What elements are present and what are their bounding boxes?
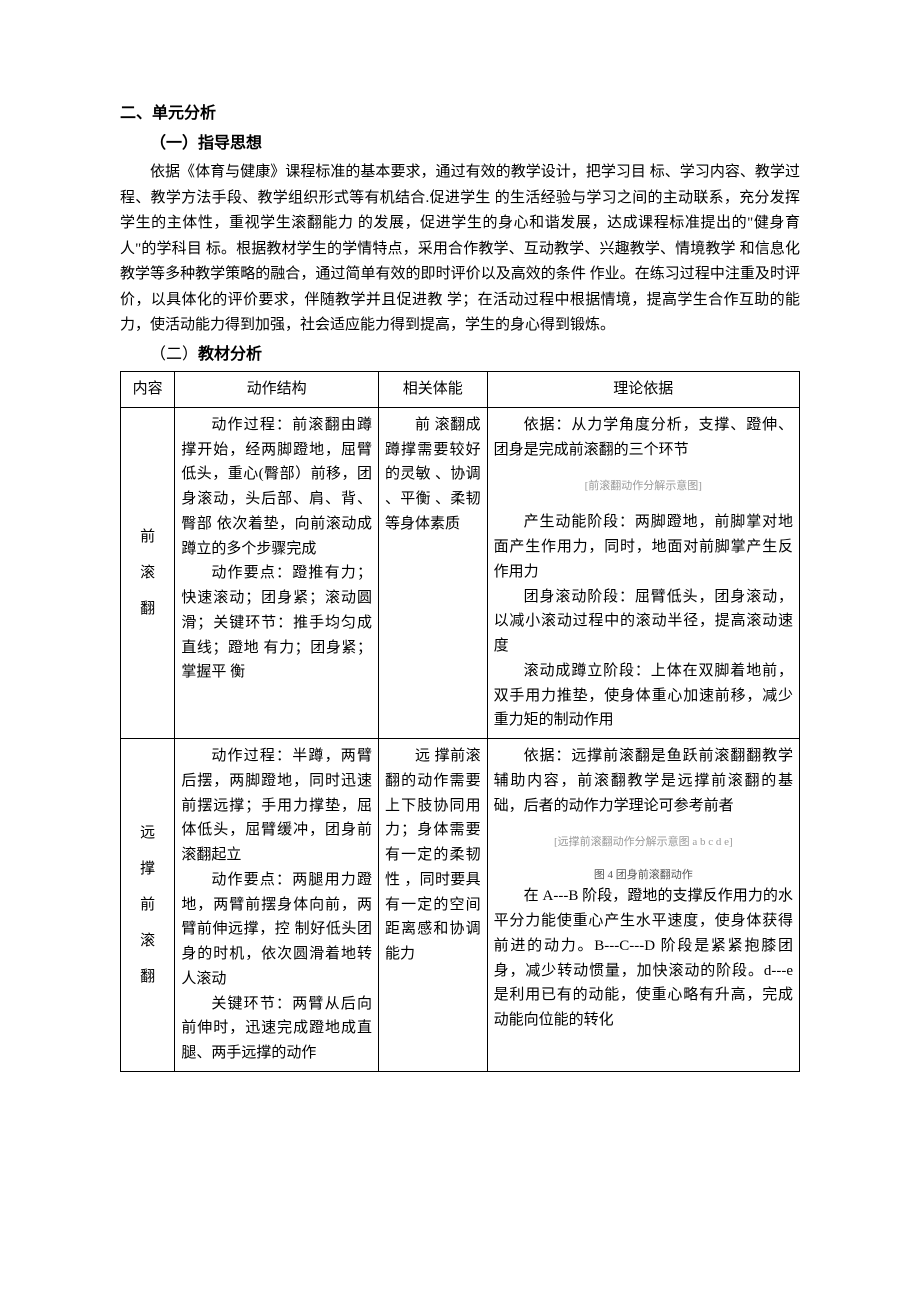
theory-text: 在 A---B 阶段，蹬地的支撑反作用力的水平分力能使重心产生水平速度，使身体获… bbox=[494, 884, 793, 1033]
row1-theory: 依据：从力学角度分析，支撑、蹬伸、团身是完成前滚翻的三个环节 [前滚翻动作分解示… bbox=[487, 407, 799, 738]
section-heading: 二、单元分析 bbox=[120, 100, 800, 127]
structure-text: 动作要点：蹬推有力；快速滚动；团身紧；滚动圆滑；关键环节：推手均匀成直线；蹬地 … bbox=[181, 561, 372, 685]
label-char: 前 bbox=[127, 887, 168, 923]
header-theory: 理论依据 bbox=[487, 372, 799, 408]
row1-fitness: 前 滚翻成蹲撑需要较好的灵敏 、协调 、平衡 、柔韧等身体素质 bbox=[379, 407, 488, 738]
label-char: 滚 bbox=[127, 923, 168, 959]
row2-fitness: 远 撑前滚翻的动作需要上下肢协同用力；身体需要有一定的柔韧性 ，同时要具有一定的… bbox=[379, 739, 488, 1072]
label-char: 撑 bbox=[127, 851, 168, 887]
label-char: 滚 bbox=[127, 555, 168, 591]
theory-text: 依据：从力学角度分析，支撑、蹬伸、团身是完成前滚翻的三个环节 bbox=[494, 413, 793, 463]
far-support-roll-diagram: [远撑前滚翻动作分解示意图 a b c d e] bbox=[509, 822, 778, 862]
subsection-heading-1: （一）指导思想 bbox=[120, 130, 800, 157]
subsection-2-prefix: （二） bbox=[150, 346, 198, 363]
subsection-2-title: 教材分析 bbox=[198, 346, 262, 363]
label-char: 翻 bbox=[127, 591, 168, 627]
table-header-row: 内容 动作结构 相关体能 理论依据 bbox=[121, 372, 800, 408]
material-analysis-table: 内容 动作结构 相关体能 理论依据 前 滚 翻 动作过程：前滚翻由蹲撑开始，经两… bbox=[120, 371, 800, 1072]
label-char: 前 bbox=[127, 519, 168, 555]
row1-structure: 动作过程：前滚翻由蹲撑开始，经两脚蹬地，屈臂低头，重心(臀部）前移，团身滚动，头… bbox=[175, 407, 379, 738]
structure-text: 关键环节：两臂从后向前伸时，迅速完成蹬地成直腿、两手远撑的动作 bbox=[181, 992, 372, 1066]
header-structure: 动作结构 bbox=[175, 372, 379, 408]
label-char: 远 bbox=[127, 815, 168, 851]
structure-text: 动作过程：半蹲，两臂后摆，两脚蹬地，同时迅速前摆远撑；手用力撑垫，屈体低头，屈臂… bbox=[181, 744, 372, 868]
diagram-caption: 图 4 团身前滚翻动作 bbox=[494, 866, 793, 884]
structure-text: 动作要点：两腿用力蹬地，两臂前摆身体向前，两臂前伸远撑，控 制好低头团身的时机，… bbox=[181, 868, 372, 992]
row2-structure: 动作过程：半蹲，两臂后摆，两脚蹬地，同时迅速前摆远撑；手用力撑垫，屈体低头，屈臂… bbox=[175, 739, 379, 1072]
label-char: 翻 bbox=[127, 959, 168, 995]
table-row: 前 滚 翻 动作过程：前滚翻由蹲撑开始，经两脚蹬地，屈臂低头，重心(臀部）前移，… bbox=[121, 407, 800, 738]
fitness-text: 前 滚翻成蹲撑需要较好的灵敏 、协调 、平衡 、柔韧等身体素质 bbox=[385, 413, 481, 537]
forward-roll-diagram: [前滚翻动作分解示意图] bbox=[509, 466, 778, 506]
theory-text: 团身滚动阶段：屈臂低头，团身滚动，以减小滚动过程中的滚动半径，提高滚动速度 bbox=[494, 585, 793, 659]
fitness-text: 远 撑前滚翻的动作需要上下肢协同用力；身体需要有一定的柔韧性 ，同时要具有一定的… bbox=[385, 744, 481, 967]
theory-text: 依据：远撑前滚翻是鱼跃前滚翻翻教学辅助内容，前滚翻教学是远撑前滚翻的基础，后者的… bbox=[494, 744, 793, 818]
header-fitness: 相关体能 bbox=[379, 372, 488, 408]
header-content: 内容 bbox=[121, 372, 175, 408]
guiding-thought-paragraph: 依据《体育与健康》课程标准的基本要求，通过有效的教学设计，把学习目 标、学习内容… bbox=[120, 160, 800, 339]
theory-text: 滚动成蹲立阶段：上体在双脚着地前，双手用力推垫，使身体重心加速前移，减少重力矩的… bbox=[494, 659, 793, 733]
row1-label: 前 滚 翻 bbox=[121, 407, 175, 738]
row2-label: 远 撑 前 滚 翻 bbox=[121, 739, 175, 1072]
table-row: 远 撑 前 滚 翻 动作过程：半蹲，两臂后摆，两脚蹬地，同时迅速前摆远撑；手用力… bbox=[121, 739, 800, 1072]
row2-theory: 依据：远撑前滚翻是鱼跃前滚翻翻教学辅助内容，前滚翻教学是远撑前滚翻的基础，后者的… bbox=[487, 739, 799, 1072]
structure-text: 动作过程：前滚翻由蹲撑开始，经两脚蹬地，屈臂低头，重心(臀部）前移，团身滚动，头… bbox=[181, 413, 372, 562]
subsection-heading-2: （二）教材分析 bbox=[120, 341, 800, 368]
theory-text: 产生动能阶段：两脚蹬地，前脚掌对地面产生作用力，同时，地面对前脚掌产生反作用力 bbox=[494, 510, 793, 584]
